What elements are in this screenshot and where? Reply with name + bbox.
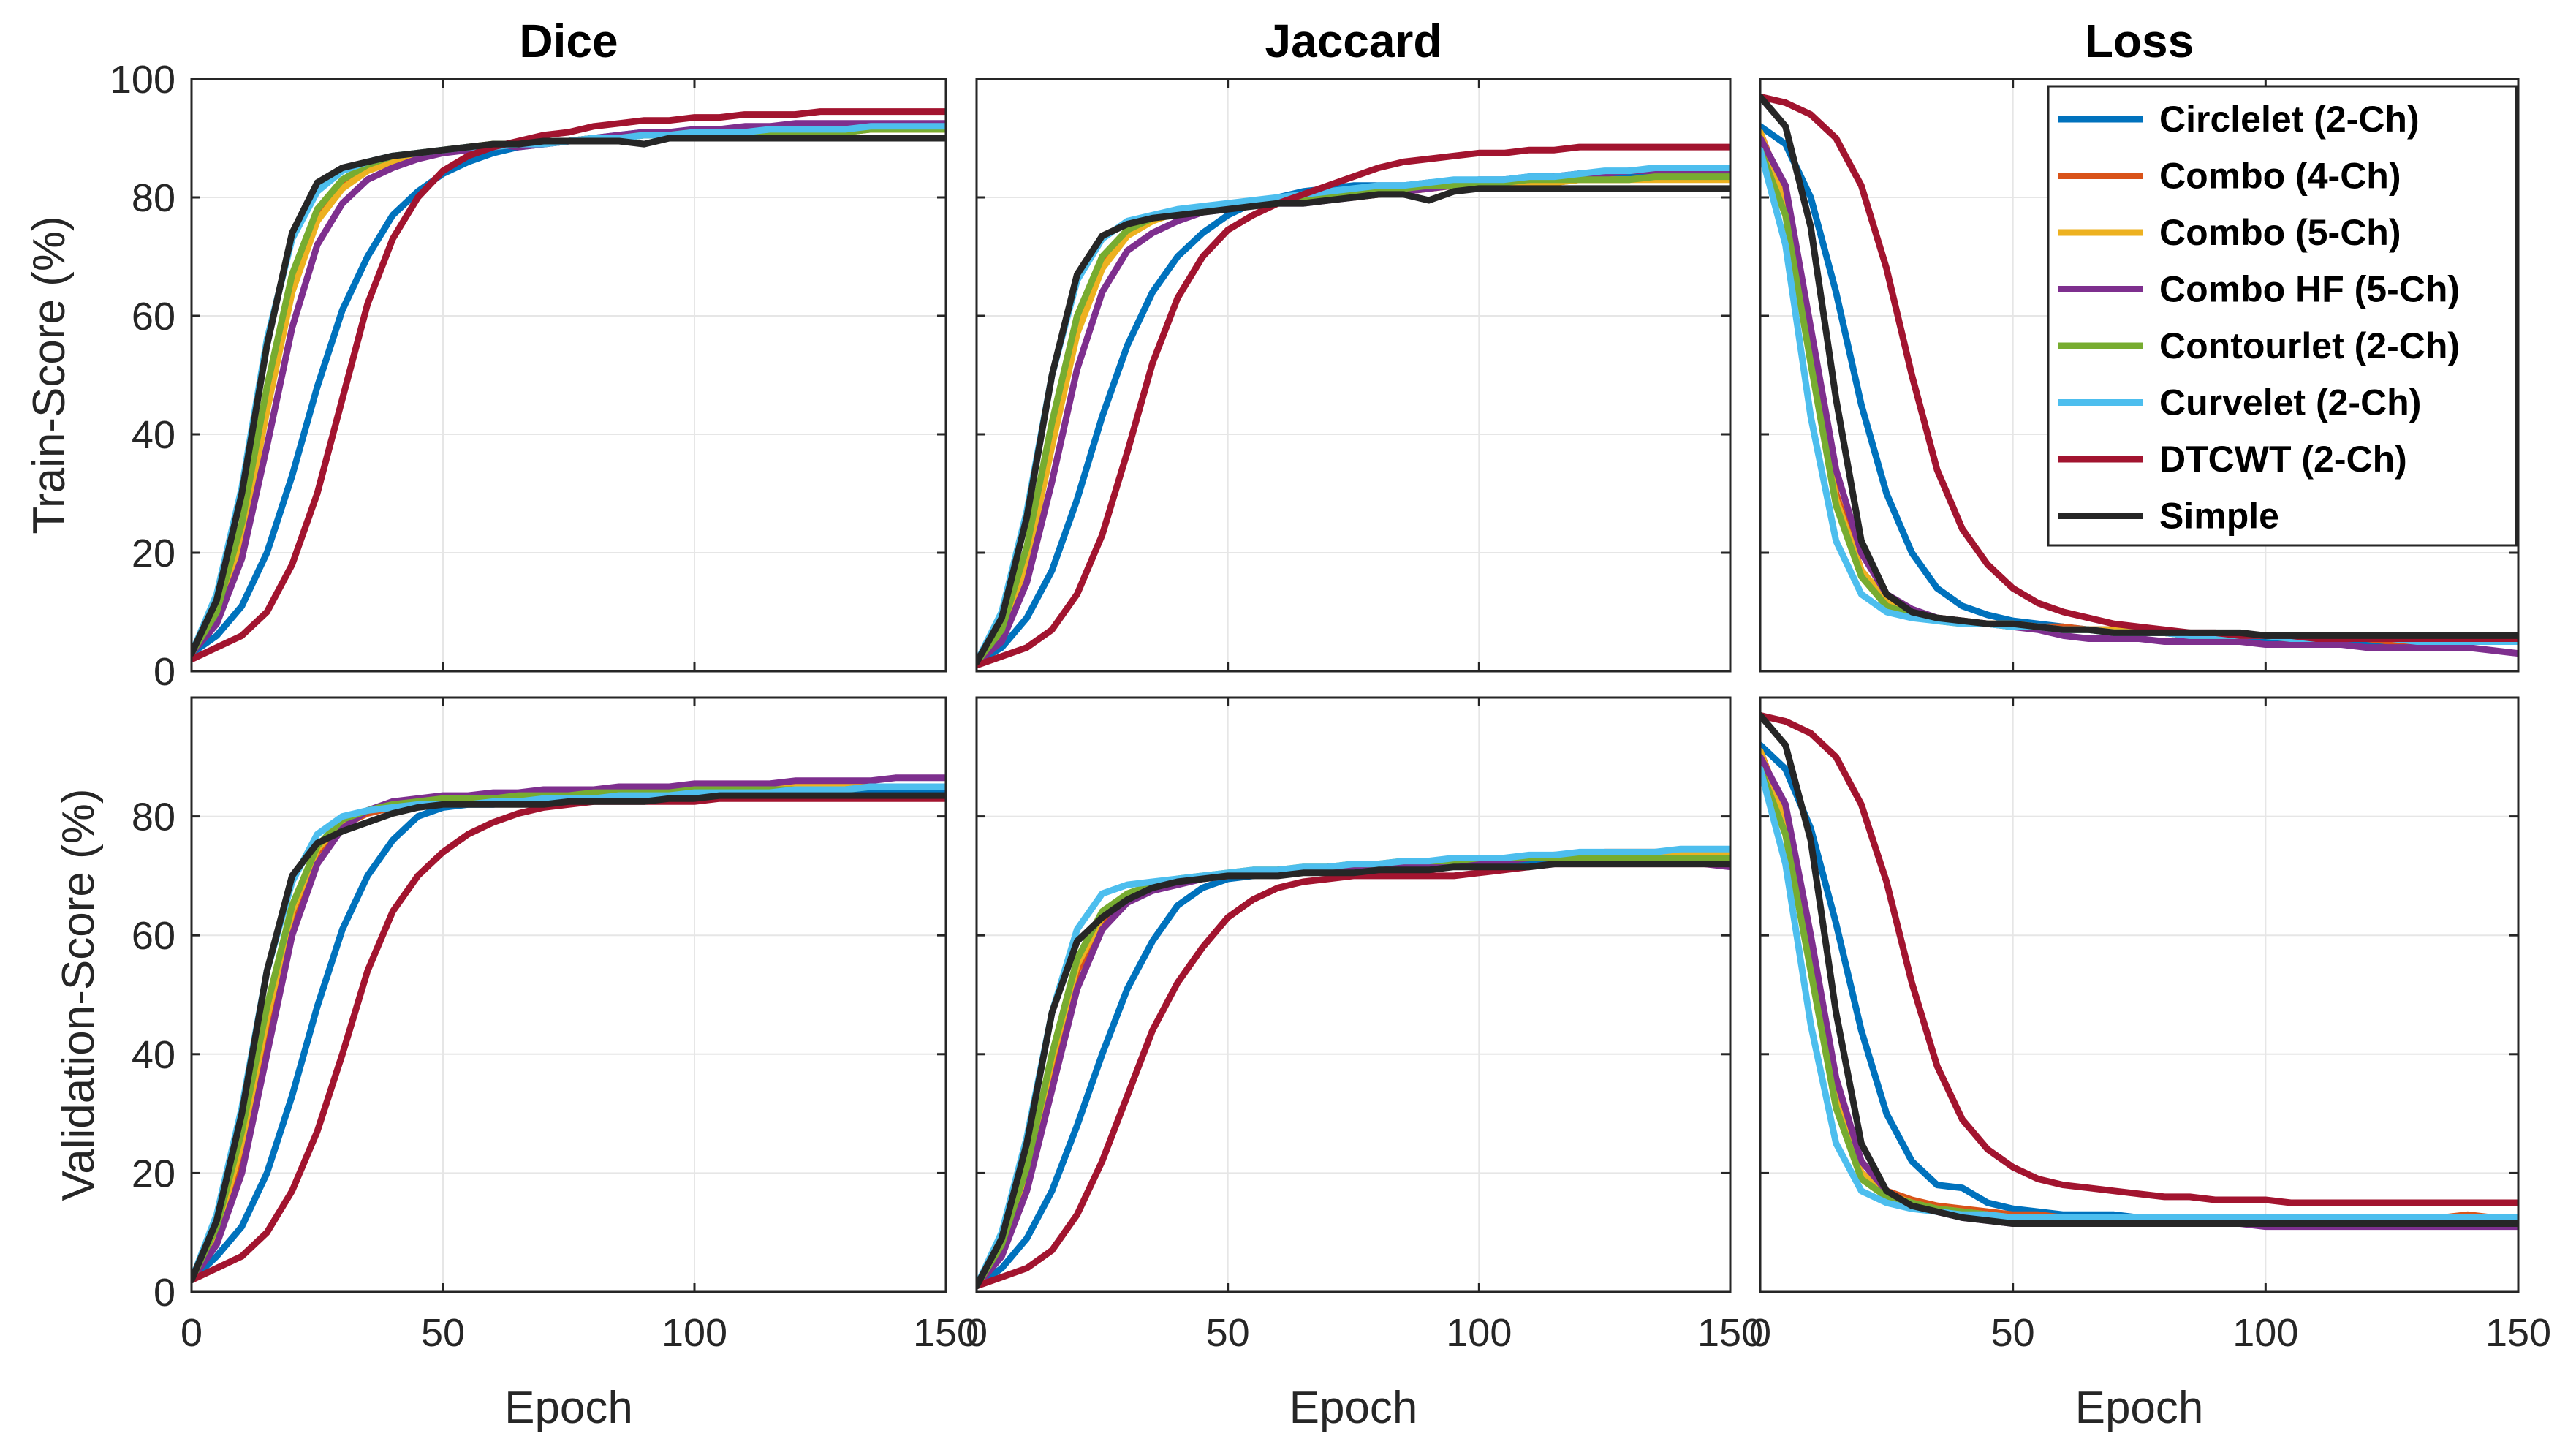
legend-label: Combo (5-Ch) <box>2159 212 2401 253</box>
x-tick-label: 50 <box>1991 1311 2035 1355</box>
y-axis-label: Validation-Score (%) <box>53 789 104 1201</box>
x-axis-label: Epoch <box>1289 1383 1418 1433</box>
legend-label: Contourlet (2-Ch) <box>2159 325 2460 366</box>
legend-item: Circlelet (2-Ch) <box>2058 99 2420 140</box>
panel-dice-train: Dice 0 20 40 60 80 100 Train-Score (%) <box>24 15 947 694</box>
axes-frame <box>1759 78 2520 673</box>
legend-item: Combo (4-Ch) <box>2058 156 2401 197</box>
axes-frame <box>975 78 1732 673</box>
legend-item: Combo HF (5-Ch) <box>2058 269 2460 310</box>
y-tick-label: 40 <box>132 413 175 457</box>
x-tick-label: 150 <box>1697 1311 1763 1355</box>
y-tick-label: 60 <box>132 914 175 958</box>
panel-title: Loss <box>2085 15 2194 67</box>
series-line-circlelet-2-ch <box>977 170 1730 666</box>
legend-label: Curvelet (2-Ch) <box>2159 382 2421 423</box>
legend-label: Combo (4-Ch) <box>2159 156 2401 197</box>
series-line-combo-4-ch <box>1760 747 2518 1221</box>
y-tick-label: 80 <box>132 795 175 839</box>
series-line-simple <box>977 185 1730 666</box>
x-tick-label: 50 <box>1206 1311 1250 1355</box>
series-line-contourlet-2-ch <box>977 855 1730 1290</box>
x-tick-label: 0 <box>966 1311 988 1355</box>
x-tick-label: 0 <box>181 1311 202 1355</box>
series-line-combo-hf-5-ch <box>977 167 1730 666</box>
y-tick-label: 20 <box>132 1152 175 1195</box>
series-line-combo-5-ch <box>1760 747 2518 1224</box>
panel-title: Jaccard <box>1265 15 1442 67</box>
series-group <box>977 143 1730 669</box>
series-line-simple <box>1760 711 2518 1227</box>
panel-jaccard-val: 0 50 100 150 Epoch <box>966 696 1763 1433</box>
legend-label: Combo HF (5-Ch) <box>2159 269 2460 310</box>
legend-box <box>2047 85 2518 547</box>
y-tick-label: 40 <box>132 1033 175 1077</box>
axes-frame <box>190 78 947 673</box>
x-tick-label: 100 <box>1446 1311 1512 1355</box>
series-line-circlelet-2-ch <box>977 855 1730 1290</box>
legend-label: DTCWT (2-Ch) <box>2159 439 2407 480</box>
series-line-curvelet-2-ch <box>977 165 1730 666</box>
legend: Circlelet (2-Ch) Combo (4-Ch) Combo (5-Ch)… <box>2047 85 2518 547</box>
y-tick-label: 20 <box>132 532 175 575</box>
series-line-combo-hf-5-ch <box>192 774 946 1284</box>
y-tick-label: 80 <box>132 176 175 220</box>
legend-item: DTCWT (2-Ch) <box>2058 439 2407 480</box>
panel-jaccard-train: Jaccard <box>975 15 1732 673</box>
series-line-dtcwt-2-ch <box>192 108 946 663</box>
y-axis-label: Train-Score (%) <box>24 216 75 534</box>
y-tick-label: 60 <box>132 295 175 339</box>
series-line-combo-hf-5-ch <box>977 855 1730 1290</box>
x-axis-label: Epoch <box>2075 1383 2204 1433</box>
x-axis-label: Epoch <box>504 1383 633 1433</box>
legend-label: Simple <box>2159 496 2279 537</box>
axes-frame <box>1759 696 2520 1293</box>
series-line-curvelet-2-ch <box>977 845 1730 1290</box>
series-group <box>1760 93 2518 657</box>
series-line-simple <box>1760 93 2518 639</box>
legend-item: Combo (5-Ch) <box>2058 212 2401 253</box>
series-group <box>192 774 946 1284</box>
panel-dice-val: 0 20 40 60 80 Validation-Score (%) 0 50 100 150 Ep… <box>53 696 979 1433</box>
legend-item: Simple <box>2058 496 2279 537</box>
panel-title: Dice <box>519 15 618 67</box>
series-line-simple <box>192 135 946 657</box>
axes-frame <box>975 696 1732 1293</box>
legend-label: Circlelet (2-Ch) <box>2159 99 2420 140</box>
axes-frame <box>190 696 947 1293</box>
series-line-combo-5-ch <box>977 851 1730 1290</box>
series-line-curvelet-2-ch <box>1760 766 2518 1221</box>
x-tick-label: 150 <box>913 1311 979 1355</box>
series-line-simple <box>192 792 946 1284</box>
legend-item: Curvelet (2-Ch) <box>2058 382 2421 423</box>
x-tick-label: 100 <box>662 1311 727 1355</box>
series-group <box>1760 711 2518 1231</box>
series-line-simple <box>977 861 1730 1290</box>
series-line-dtcwt-2-ch <box>977 143 1730 669</box>
series-line-combo-hf-5-ch <box>1760 753 2518 1231</box>
panel-loss-val: 0 50 100 150 Epoch <box>1749 696 2551 1433</box>
legend-item: Contourlet (2-Ch) <box>2058 325 2460 366</box>
y-tick-label: 100 <box>110 58 175 102</box>
x-tick-label: 150 <box>2485 1311 2551 1355</box>
x-tick-label: 50 <box>421 1311 465 1355</box>
series-line-dtcwt-2-ch <box>1760 711 2518 1206</box>
x-tick-label: 100 <box>2232 1311 2298 1355</box>
series-group <box>192 108 946 663</box>
x-tick-label: 0 <box>1749 1311 1771 1355</box>
series-group <box>977 845 1730 1290</box>
panel-loss-train: Loss Circlelet (2-Ch) Combo (4-Ch) Combo (5… <box>1759 15 2520 673</box>
y-tick-label: 0 <box>154 1271 175 1315</box>
y-tick-label: 0 <box>154 650 175 694</box>
